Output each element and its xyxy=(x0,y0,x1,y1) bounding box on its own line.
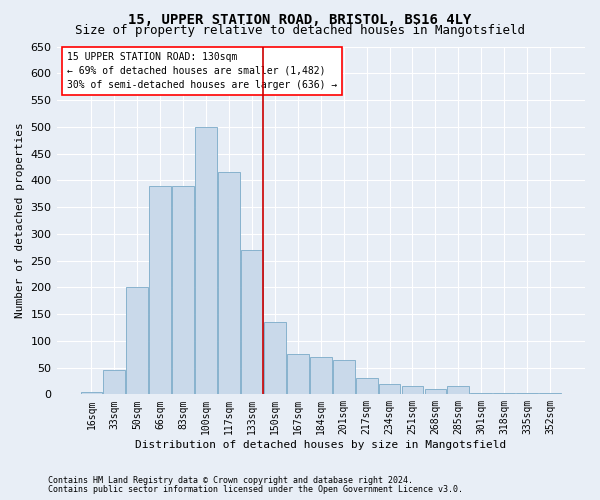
Text: Contains public sector information licensed under the Open Government Licence v3: Contains public sector information licen… xyxy=(48,484,463,494)
Bar xyxy=(172,186,194,394)
Bar xyxy=(539,392,561,394)
Bar xyxy=(195,127,217,394)
Bar xyxy=(356,378,377,394)
Bar xyxy=(264,322,286,394)
X-axis label: Distribution of detached houses by size in Mangotsfield: Distribution of detached houses by size … xyxy=(135,440,506,450)
Bar xyxy=(516,392,538,394)
Bar xyxy=(103,370,125,394)
Bar xyxy=(493,392,515,394)
Bar xyxy=(470,392,492,394)
Bar xyxy=(401,386,424,394)
Bar xyxy=(241,250,263,394)
Bar xyxy=(448,386,469,394)
Bar xyxy=(218,172,240,394)
Bar xyxy=(379,384,400,394)
Bar xyxy=(310,357,332,395)
Bar xyxy=(287,354,309,395)
Bar xyxy=(149,186,171,394)
Y-axis label: Number of detached properties: Number of detached properties xyxy=(15,122,25,318)
Text: 15, UPPER STATION ROAD, BRISTOL, BS16 4LY: 15, UPPER STATION ROAD, BRISTOL, BS16 4L… xyxy=(128,12,472,26)
Text: Size of property relative to detached houses in Mangotsfield: Size of property relative to detached ho… xyxy=(75,24,525,37)
Text: 15 UPPER STATION ROAD: 130sqm
← 69% of detached houses are smaller (1,482)
30% o: 15 UPPER STATION ROAD: 130sqm ← 69% of d… xyxy=(67,52,337,90)
Bar xyxy=(425,389,446,394)
Bar xyxy=(127,288,148,395)
Bar xyxy=(333,360,355,394)
Text: Contains HM Land Registry data © Crown copyright and database right 2024.: Contains HM Land Registry data © Crown c… xyxy=(48,476,413,485)
Bar xyxy=(80,392,103,394)
